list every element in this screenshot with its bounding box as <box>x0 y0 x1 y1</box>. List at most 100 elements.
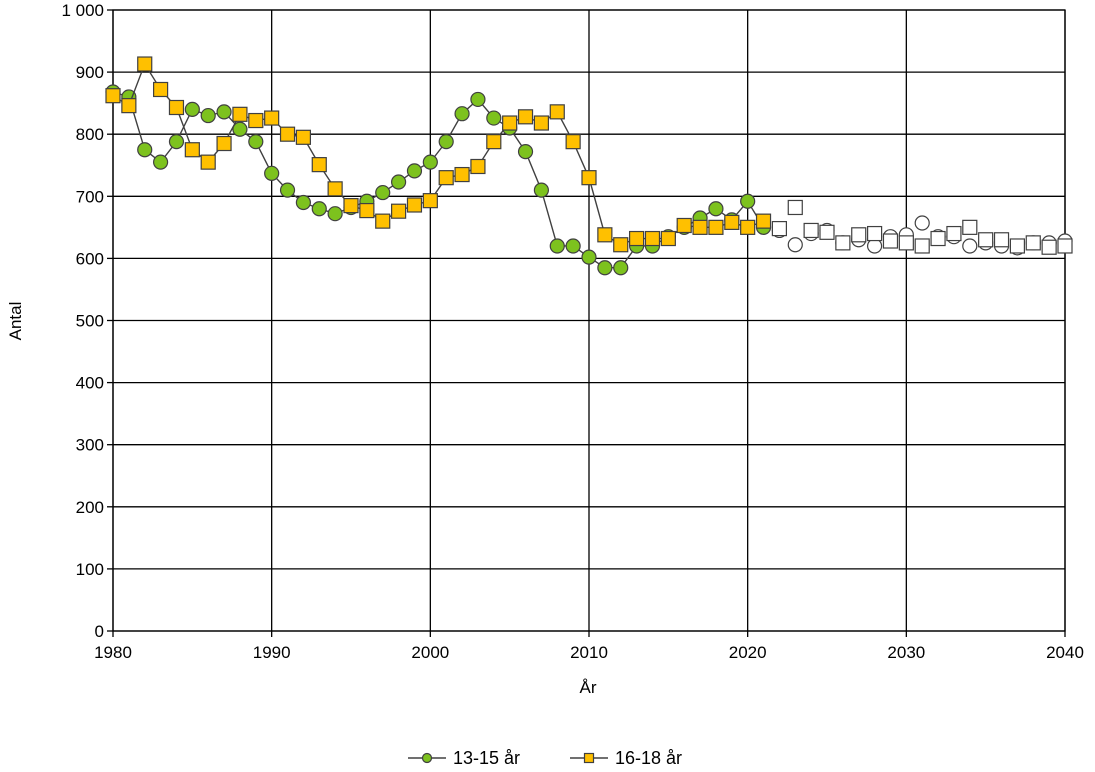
data-point <box>914 215 930 231</box>
data-point <box>486 134 502 150</box>
series-layer <box>105 56 1073 276</box>
data-point <box>470 91 486 108</box>
data-point <box>819 224 835 240</box>
legend-item: 16-18 år <box>570 748 682 768</box>
data-point <box>406 163 423 179</box>
legend: 13-15 år 16-18 år <box>408 748 682 768</box>
y-tick-label: 800 <box>76 125 104 144</box>
data-point <box>914 238 930 254</box>
data-point <box>216 104 232 120</box>
data-point <box>327 206 343 222</box>
data-point <box>184 142 200 158</box>
data-point <box>264 165 280 181</box>
y-tick-label: 100 <box>76 560 104 579</box>
data-point <box>533 115 550 131</box>
data-point <box>628 230 645 247</box>
data-point <box>930 230 946 247</box>
data-point <box>962 238 978 254</box>
data-point <box>422 193 438 209</box>
y-tick-label: 200 <box>76 498 104 517</box>
data-point <box>787 237 803 253</box>
data-point <box>676 217 692 234</box>
y-tick-label: 400 <box>76 374 104 393</box>
plot-frame <box>112 9 1066 632</box>
data-point <box>613 237 629 253</box>
data-point <box>740 219 756 235</box>
data-point <box>502 115 518 131</box>
legend-item: 13-15 år <box>408 748 520 768</box>
data-point <box>517 143 534 160</box>
data-point <box>708 219 724 235</box>
data-point <box>168 99 185 116</box>
data-point <box>787 199 803 216</box>
data-point <box>248 112 264 129</box>
y-tick-labels: 0 100 200 300 400 500 600 700 800 900 1 000 <box>61 1 104 641</box>
data-point <box>724 214 740 230</box>
data-point <box>391 203 407 219</box>
data-point <box>771 220 788 237</box>
data-point <box>153 154 169 170</box>
y-tick-label: 600 <box>76 249 104 268</box>
legend-marker <box>421 752 433 764</box>
legend-label: 13-15 år <box>453 748 520 768</box>
data-point <box>279 182 296 198</box>
data-point <box>232 121 248 137</box>
data-point <box>137 56 153 72</box>
data-point <box>105 88 121 104</box>
x-tick-label: 2030 <box>887 643 925 662</box>
data-point <box>438 134 454 150</box>
x-tick-labels: 1980 1990 2000 2010 2020 2030 2040 <box>94 643 1084 662</box>
data-point <box>168 134 185 150</box>
y-tick-label: 1 000 <box>61 1 104 20</box>
y-tick-label: 700 <box>76 187 104 206</box>
grid <box>107 9 1066 637</box>
data-point <box>1057 238 1073 254</box>
data-point <box>137 142 153 158</box>
data-point <box>708 201 724 217</box>
data-point <box>517 109 534 125</box>
legend-label: 16-18 år <box>615 748 682 768</box>
data-point <box>359 202 375 219</box>
data-point <box>375 213 391 229</box>
data-point <box>153 81 169 98</box>
data-point <box>946 225 962 242</box>
data-point <box>835 235 851 251</box>
data-point <box>803 222 819 239</box>
y-tick-label: 500 <box>76 312 104 331</box>
data-point <box>327 181 343 197</box>
data-point <box>581 249 597 265</box>
data-point <box>549 238 565 254</box>
data-point <box>1009 238 1026 254</box>
data-point <box>565 134 581 150</box>
data-point <box>533 182 550 198</box>
y-tick-label: 0 <box>95 622 104 641</box>
data-point <box>438 170 454 186</box>
data-point <box>311 201 327 217</box>
data-point <box>851 227 867 243</box>
data-point <box>486 110 502 126</box>
data-point <box>391 174 407 190</box>
data-point <box>581 170 597 186</box>
x-tick-label: 2040 <box>1046 643 1084 662</box>
data-point <box>295 129 311 145</box>
data-point <box>121 98 137 114</box>
data-point <box>644 230 661 247</box>
y-axis-title: Antal <box>6 302 25 341</box>
x-tick-label: 2010 <box>570 643 608 662</box>
data-point <box>248 134 264 150</box>
data-point <box>232 106 248 122</box>
data-point <box>613 260 629 276</box>
data-point <box>184 101 200 117</box>
data-point <box>597 227 613 243</box>
x-tick-label: 2020 <box>729 643 767 662</box>
data-point <box>470 158 486 175</box>
data-point <box>454 166 470 183</box>
data-point <box>898 235 914 251</box>
legend-marker <box>583 752 595 764</box>
x-tick-label: 2000 <box>411 643 449 662</box>
data-point <box>295 194 311 211</box>
data-point <box>993 232 1010 248</box>
data-point <box>549 104 565 120</box>
data-point <box>660 230 676 247</box>
